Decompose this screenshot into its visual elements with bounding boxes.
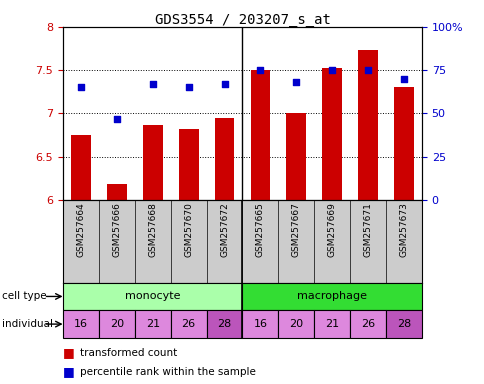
Bar	[107, 184, 126, 200]
Bar	[135, 310, 170, 338]
Bar	[349, 310, 385, 338]
Point	[113, 116, 121, 122]
Point	[292, 79, 300, 85]
Bar	[358, 50, 377, 200]
Bar	[63, 310, 99, 338]
Text: GSM257665: GSM257665	[256, 202, 264, 257]
Text: 26: 26	[181, 319, 196, 329]
Point	[256, 67, 264, 73]
Bar	[63, 283, 242, 310]
Text: cell type: cell type	[2, 291, 47, 301]
Point	[363, 67, 371, 73]
Bar	[278, 310, 314, 338]
Bar	[314, 310, 349, 338]
Text: monocyte: monocyte	[125, 291, 180, 301]
Text: GSM257664: GSM257664	[76, 202, 85, 257]
Point	[220, 81, 228, 87]
Text: 20: 20	[109, 319, 124, 329]
Text: GSM257672: GSM257672	[220, 202, 228, 257]
Bar	[385, 310, 421, 338]
Text: 28: 28	[396, 319, 410, 329]
Point	[328, 67, 335, 73]
Bar	[179, 129, 198, 200]
Text: 28: 28	[217, 319, 231, 329]
Text: GSM257667: GSM257667	[291, 202, 300, 257]
Text: ■: ■	[63, 365, 75, 378]
Text: 16: 16	[74, 319, 88, 329]
Text: GDS3554 / 203207_s_at: GDS3554 / 203207_s_at	[154, 13, 330, 27]
Bar	[250, 70, 270, 200]
Point	[149, 81, 156, 87]
Text: 16: 16	[253, 319, 267, 329]
Bar	[99, 310, 135, 338]
Text: transformed count: transformed count	[80, 348, 177, 358]
Text: GSM257671: GSM257671	[363, 202, 372, 257]
Bar	[242, 283, 421, 310]
Bar	[322, 68, 341, 200]
Text: 26: 26	[360, 319, 375, 329]
Text: GSM257668: GSM257668	[148, 202, 157, 257]
Bar	[393, 88, 413, 200]
Text: GSM257670: GSM257670	[184, 202, 193, 257]
Text: GSM257673: GSM257673	[399, 202, 408, 257]
Bar	[206, 310, 242, 338]
Text: 21: 21	[324, 319, 339, 329]
Text: 20: 20	[288, 319, 303, 329]
Text: ■: ■	[63, 346, 75, 359]
Bar	[214, 118, 234, 200]
Text: individual: individual	[2, 319, 53, 329]
Bar	[71, 135, 91, 200]
Bar	[143, 125, 162, 200]
Bar	[286, 114, 305, 200]
Bar	[170, 310, 206, 338]
Point	[399, 76, 407, 82]
Text: macrophage: macrophage	[297, 291, 366, 301]
Point	[77, 84, 85, 91]
Text: percentile rank within the sample: percentile rank within the sample	[80, 367, 256, 377]
Text: GSM257666: GSM257666	[112, 202, 121, 257]
Text: 21: 21	[145, 319, 160, 329]
Text: GSM257669: GSM257669	[327, 202, 336, 257]
Bar	[242, 310, 278, 338]
Point	[184, 84, 192, 91]
